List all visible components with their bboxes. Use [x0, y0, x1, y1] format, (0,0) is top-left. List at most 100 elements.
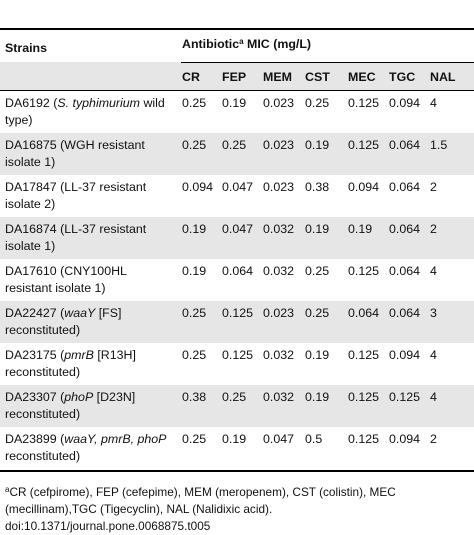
row-shade — [0, 301, 474, 343]
strain-desc-italic: pmrB — [64, 348, 94, 362]
strain-id: DA17610 — [5, 264, 61, 278]
mic-value-mec: 0.064 — [348, 306, 380, 320]
mic-value-fep: 0.064 — [222, 264, 254, 278]
strain-desc: ( — [60, 390, 65, 404]
mic-value-fep: 0.19 — [222, 96, 247, 110]
strain-cell: DA22427 (waaY [FS] reconstituted) — [5, 305, 180, 339]
strain-id: DA23899 — [5, 432, 61, 446]
strain-cell: DA17847 (LL-37 resistant isolate 2) — [5, 179, 180, 213]
strain-id: DA22427 — [5, 306, 61, 320]
strain-line-2: reconstituted) — [5, 323, 81, 337]
col-header-tgc: TGC — [389, 70, 416, 84]
strain-line-2: reconstituted) — [5, 407, 81, 421]
strain-line-2: reconstituted) — [5, 449, 81, 463]
strain-id: DA23307 — [5, 390, 61, 404]
mic-value-tgc: 0.064 — [389, 306, 421, 320]
strain-desc-italic: S. typhimurium — [57, 96, 141, 110]
footnote-line-1: aCR (cefpirome), FEP (cefepime), MEM (me… — [5, 485, 396, 499]
strain-line-1: DA22427 (waaY [FS] — [5, 305, 180, 322]
strain-id: DA23175 — [5, 348, 61, 362]
strain-line-1: DA6192 (S. typhimurium wild — [5, 95, 180, 112]
strain-id: DA17847 — [5, 180, 61, 194]
mic-value-fep: 0.25 — [222, 390, 247, 404]
mic-value-nal: 4 — [430, 390, 437, 404]
mic-value-mem: 0.032 — [263, 264, 295, 278]
strain-desc-italic: phoP — [64, 390, 94, 404]
strain-desc: ( — [53, 96, 58, 110]
mic-value-mem: 0.047 — [263, 432, 295, 446]
row-shade — [0, 217, 474, 259]
strain-cell: DA16875 (WGH resistant isolate 1) — [5, 137, 180, 171]
mic-value-mec: 0.125 — [348, 264, 380, 278]
mic-value-mem: 0.032 — [263, 390, 295, 404]
mic-value-cr: 0.38 — [182, 390, 207, 404]
strain-line-1: DA23307 (phoP [D23N] — [5, 389, 180, 406]
mic-value-nal: 1.5 — [430, 138, 448, 152]
mic-value-mec: 0.094 — [348, 180, 380, 194]
strain-line-2: isolate 1) — [5, 239, 56, 253]
footnote-doi: doi:10.1371/journal.pone.0068875.t005 — [5, 519, 211, 533]
mic-value-nal: 4 — [430, 96, 437, 110]
strain-line-2: reconstituted) — [5, 365, 81, 379]
strain-cell: DA23175 (pmrB [R13H] reconstituted) — [5, 347, 180, 381]
strain-id: DA16874 — [5, 222, 61, 236]
strain-line-2: resistant isolate 1) — [5, 281, 106, 295]
mic-value-nal: 2 — [430, 432, 437, 446]
mic-value-mem: 0.023 — [263, 138, 295, 152]
mic-value-fep: 0.125 — [222, 306, 254, 320]
strain-line-2: isolate 2) — [5, 197, 56, 211]
strain-cell: DA16874 (LL-37 resistant isolate 1) — [5, 221, 180, 255]
mic-value-fep: 0.125 — [222, 348, 254, 362]
mic-value-tgc: 0.094 — [389, 432, 421, 446]
header-band — [0, 62, 474, 90]
col-header-fep: FEP — [222, 70, 247, 84]
strain-cell: DA23307 (phoP [D23N] reconstituted) — [5, 389, 180, 423]
strain-line-1: DA16875 (WGH resistant — [5, 137, 180, 154]
col-header-mem: MEM — [263, 70, 292, 84]
row-shade — [0, 133, 474, 175]
strain-line-1: DA17847 (LL-37 resistant — [5, 179, 180, 196]
strain-line-1: DA17610 (CNY100HL — [5, 263, 180, 280]
mic-value-cst: 0.38 — [305, 180, 330, 194]
mic-value-tgc: 0.064 — [389, 222, 421, 236]
strain-line-1: DA23899 (waaY, pmrB, phoP — [5, 431, 180, 448]
strain-cell: DA6192 (S. typhimurium wild type) — [5, 95, 180, 129]
mic-value-cr: 0.19 — [182, 222, 207, 236]
mic-value-cst: 0.19 — [305, 222, 330, 236]
mic-value-tgc: 0.094 — [389, 96, 421, 110]
strain-line-2: type) — [5, 113, 33, 127]
mic-value-cr: 0.25 — [182, 96, 207, 110]
mic-value-cr: 0.25 — [182, 306, 207, 320]
mic-value-mec: 0.125 — [348, 348, 380, 362]
header-bottom-rule — [0, 90, 474, 91]
strain-desc: ( — [60, 306, 65, 320]
strain-desc-italic: waaY, pmrB, phoP — [64, 432, 167, 446]
strain-line-1: DA16874 (LL-37 resistant — [5, 221, 180, 238]
mic-value-tgc: 0.125 — [389, 390, 421, 404]
mic-value-tgc: 0.064 — [389, 180, 421, 194]
strain-desc: (CNY100HL — [60, 264, 127, 278]
mic-value-cr: 0.25 — [182, 138, 207, 152]
mic-value-mem: 0.023 — [263, 96, 295, 110]
mic-value-cst: 0.19 — [305, 138, 330, 152]
mic-value-tgc: 0.094 — [389, 348, 421, 362]
col-header-cr: CR — [182, 70, 200, 84]
footnote-line-2: (mecillinam),TGC (Tigecyclin), NAL (Nali… — [5, 502, 273, 516]
mic-value-mem: 0.023 — [263, 306, 295, 320]
strain-desc: ( — [60, 432, 65, 446]
strain-desc-tail: [FS] — [95, 306, 122, 320]
mic-value-mec: 0.125 — [348, 432, 380, 446]
mic-value-fep: 0.25 — [222, 138, 247, 152]
mic-value-cst: 0.25 — [305, 96, 330, 110]
mic-value-mem: 0.032 — [263, 222, 295, 236]
mic-value-tgc: 0.064 — [389, 264, 421, 278]
mic-value-mem: 0.032 — [263, 348, 295, 362]
mic-header-underline — [181, 62, 474, 63]
strain-id: DA16875 — [5, 138, 61, 152]
strains-header: Strains — [5, 41, 48, 55]
mic-value-fep: 0.19 — [222, 432, 247, 446]
strain-cell: DA17610 (CNY100HL resistant isolate 1) — [5, 263, 180, 297]
mic-value-mec: 0.125 — [348, 96, 380, 110]
mic-value-nal: 3 — [430, 306, 437, 320]
mic-value-nal: 2 — [430, 180, 437, 194]
